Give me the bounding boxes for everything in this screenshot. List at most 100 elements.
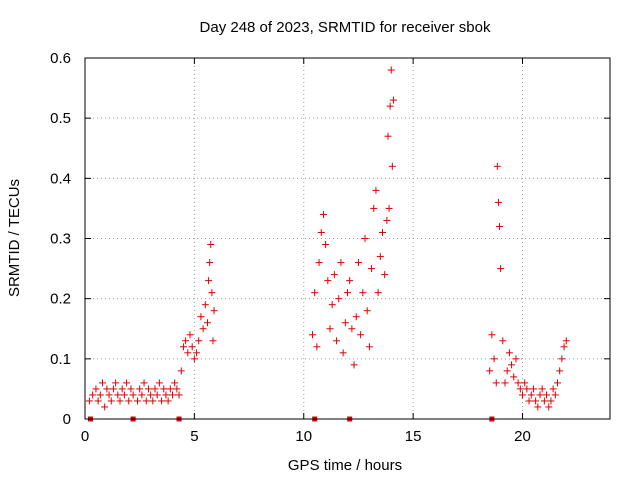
y-tick-label: 0.3 xyxy=(50,231,71,248)
y-tick-label: 0.2 xyxy=(50,291,71,308)
data-point xyxy=(357,331,365,339)
data-point xyxy=(543,391,551,399)
data-point xyxy=(554,379,561,387)
data-point xyxy=(175,391,183,399)
data-point xyxy=(488,331,496,339)
data-point xyxy=(493,162,501,170)
data-points xyxy=(85,66,570,411)
data-point xyxy=(184,349,192,357)
data-point xyxy=(372,186,380,194)
x-tick-label: 10 xyxy=(295,428,312,445)
data-point xyxy=(523,385,531,393)
data-point xyxy=(562,337,570,345)
data-point xyxy=(127,385,135,393)
data-point xyxy=(109,385,117,393)
data-point xyxy=(171,379,179,387)
data-point xyxy=(114,391,122,399)
data-point xyxy=(346,277,354,285)
data-point xyxy=(556,367,564,375)
data-point xyxy=(105,391,113,399)
data-point xyxy=(516,385,524,393)
data-point xyxy=(186,331,194,339)
plot-frame xyxy=(84,57,611,420)
data-point xyxy=(365,343,373,351)
data-point xyxy=(514,379,522,387)
data-point xyxy=(136,385,144,393)
data-point xyxy=(210,307,218,315)
data-point xyxy=(545,403,553,411)
data-point xyxy=(359,289,367,297)
data-point xyxy=(155,379,163,387)
data-point xyxy=(387,66,395,74)
data-point xyxy=(505,349,513,357)
y-tick-label: 0.1 xyxy=(50,351,71,368)
data-point xyxy=(103,385,111,393)
data-point xyxy=(118,385,126,393)
y-tick-labels: 0 0.1 0.2 0.3 0.4 0.5 0.6 xyxy=(50,50,71,428)
data-point xyxy=(490,355,498,363)
data-point xyxy=(348,325,356,333)
data-point xyxy=(107,397,115,405)
data-point xyxy=(173,385,181,393)
data-point xyxy=(177,367,185,375)
data-point xyxy=(160,385,168,393)
data-point xyxy=(142,397,150,405)
data-point xyxy=(503,367,511,375)
data-point xyxy=(519,391,526,399)
data-point xyxy=(195,337,203,345)
x-tick-labels: 0 5 10 15 20 xyxy=(81,428,531,445)
data-point xyxy=(151,385,159,393)
data-point xyxy=(532,397,540,405)
data-point xyxy=(311,289,319,297)
data-point xyxy=(354,259,362,267)
data-point xyxy=(384,132,392,140)
data-point xyxy=(129,391,137,399)
data-point xyxy=(492,379,500,387)
data-point xyxy=(319,210,327,218)
data-point xyxy=(551,391,559,399)
data-point xyxy=(169,391,176,399)
data-point xyxy=(521,379,529,387)
data-point xyxy=(322,241,330,249)
data-point xyxy=(560,343,568,351)
y-tick-label: 0 xyxy=(63,411,71,428)
data-point xyxy=(199,325,207,333)
data-point xyxy=(527,391,535,399)
chart-title: Day 248 of 2023, SRMTID for receiver sbo… xyxy=(200,19,491,36)
data-point xyxy=(344,289,351,297)
data-point xyxy=(206,259,214,267)
data-point xyxy=(379,228,386,236)
data-point xyxy=(96,391,104,399)
x-tick-label: 15 xyxy=(405,428,422,445)
data-point xyxy=(190,355,198,363)
data-point xyxy=(188,343,196,351)
data-point xyxy=(144,385,152,393)
data-point xyxy=(164,397,172,405)
data-point xyxy=(486,367,494,375)
data-point xyxy=(112,379,120,387)
data-point xyxy=(496,222,504,230)
data-point xyxy=(381,271,389,279)
data-point xyxy=(558,355,566,363)
data-point xyxy=(534,403,542,411)
y-tick-label: 0.5 xyxy=(50,110,71,127)
data-point xyxy=(201,301,209,309)
data-point xyxy=(116,397,124,405)
y-tick-label: 0.4 xyxy=(50,170,71,187)
data-point xyxy=(386,102,394,110)
data-point xyxy=(94,397,102,405)
data-point xyxy=(99,379,106,387)
data-point xyxy=(92,385,100,393)
data-point xyxy=(361,235,369,242)
data-point xyxy=(315,259,323,267)
data-point xyxy=(207,241,215,249)
data-point xyxy=(385,204,393,212)
data-point xyxy=(363,307,371,315)
data-point xyxy=(529,385,537,393)
data-point xyxy=(89,391,97,399)
data-point xyxy=(149,397,157,405)
data-point xyxy=(341,319,349,327)
data-point xyxy=(510,373,518,381)
data-point xyxy=(205,277,213,285)
data-point xyxy=(549,385,557,393)
